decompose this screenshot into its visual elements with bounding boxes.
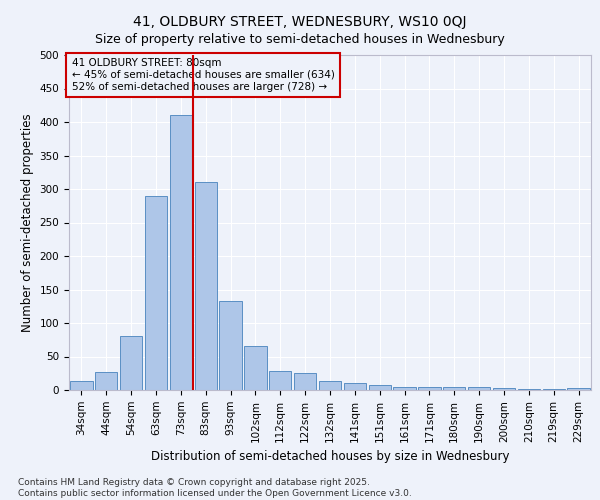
Bar xyxy=(70,382,92,390)
X-axis label: Distribution of semi-detached houses by size in Wednesbury: Distribution of semi-detached houses by … xyxy=(151,450,509,463)
Y-axis label: Number of semi-detached properties: Number of semi-detached properties xyxy=(21,113,34,332)
Bar xyxy=(145,196,167,390)
Text: Size of property relative to semi-detached houses in Wednesbury: Size of property relative to semi-detach… xyxy=(95,32,505,46)
Bar xyxy=(294,373,316,390)
Bar xyxy=(493,388,515,390)
Bar xyxy=(468,388,490,390)
Bar xyxy=(394,388,416,390)
Bar xyxy=(220,301,242,390)
Bar xyxy=(568,388,590,390)
Text: Contains HM Land Registry data © Crown copyright and database right 2025.
Contai: Contains HM Land Registry data © Crown c… xyxy=(18,478,412,498)
Text: 41 OLDBURY STREET: 80sqm
← 45% of semi-detached houses are smaller (634)
52% of : 41 OLDBURY STREET: 80sqm ← 45% of semi-d… xyxy=(71,58,334,92)
Bar xyxy=(269,370,292,390)
Bar xyxy=(344,382,366,390)
Bar xyxy=(418,388,440,390)
Bar xyxy=(368,384,391,390)
Bar xyxy=(319,382,341,390)
Bar xyxy=(244,346,266,390)
Bar xyxy=(194,182,217,390)
Text: 41, OLDBURY STREET, WEDNESBURY, WS10 0QJ: 41, OLDBURY STREET, WEDNESBURY, WS10 0QJ xyxy=(133,15,467,29)
Bar xyxy=(95,372,118,390)
Bar xyxy=(170,116,192,390)
Bar xyxy=(120,336,142,390)
Bar xyxy=(443,386,466,390)
